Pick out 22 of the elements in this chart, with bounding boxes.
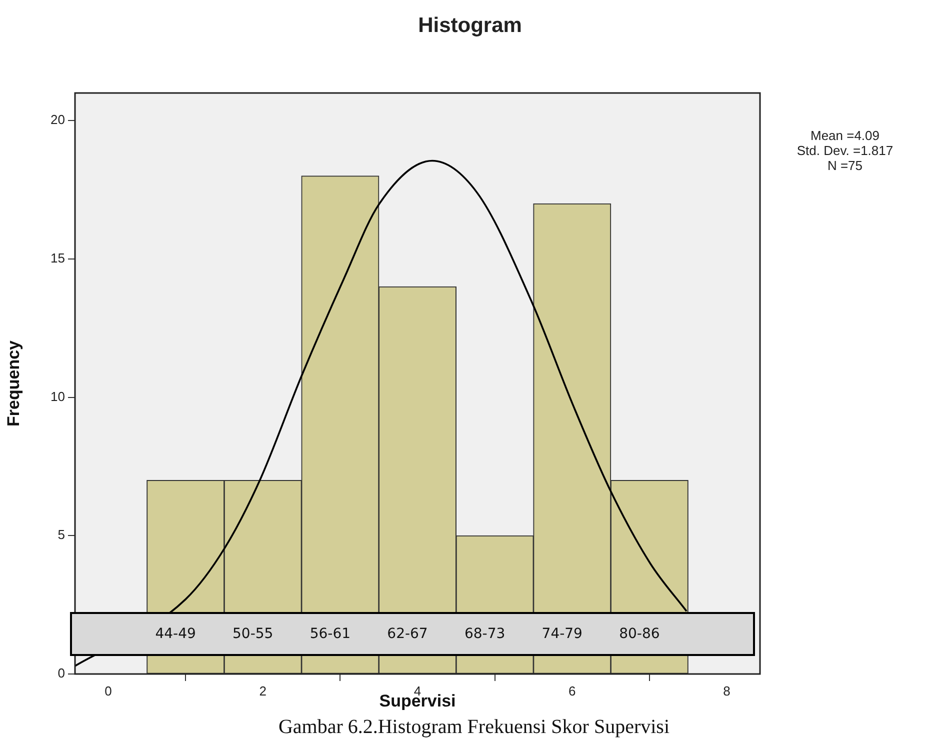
text: Gambar 6.2.Histogram Frekuensi Skor Supervisi (277, 716, 671, 739)
line-series (75, 160, 688, 667)
annotation: 56-61 (310, 626, 351, 642)
x-tick-label: 6 (568, 683, 576, 698)
text: Mean =4.09 Std. Dev. =1.817 N =75 (796, 128, 894, 173)
x-tick-label: 8 (723, 683, 730, 698)
annotation: 68-73 (464, 626, 506, 642)
annotation: 44-49 (155, 626, 196, 642)
y-tick-label: 0 (58, 666, 65, 681)
x-tick-label: 2 (259, 683, 266, 698)
x-tick-label: 0 (104, 683, 112, 698)
annotation: 62-67 (387, 626, 428, 642)
x-tick-label: 4 (414, 683, 422, 698)
chart-title: Histogram (417, 14, 523, 38)
y-tick-label: 10 (50, 388, 65, 404)
y-tick-label: 5 (58, 527, 65, 542)
annotation: 74-79 (542, 626, 582, 642)
annotation: 50-55 (232, 626, 274, 642)
y-tick-label: 20 (50, 112, 65, 128)
y-axis-title: Frequency (4, 340, 23, 426)
y-tick-label: 15 (50, 250, 65, 266)
annotation: 80-86 (619, 626, 660, 642)
